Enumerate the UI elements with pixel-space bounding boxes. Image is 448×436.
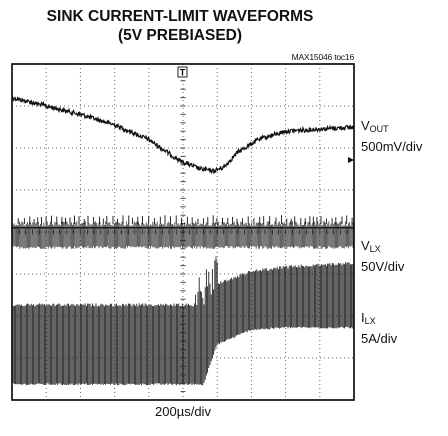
vout-name: V	[361, 118, 370, 133]
vlx-trace	[11, 221, 354, 249]
ilx-subscript: LX	[364, 316, 376, 326]
ilx-name: I	[361, 310, 365, 325]
channel-label-vlx: VLX 50V/div	[361, 237, 404, 275]
chart-title-line2: (5V PREBIASED)	[117, 27, 243, 44]
plot-frame	[11, 63, 355, 401]
vout-trace	[11, 94, 355, 175]
vout-scale: 500mV/div	[361, 139, 423, 154]
vlx-name: V	[361, 238, 370, 253]
plot-traces	[11, 94, 355, 386]
trigger-marker-label: T	[180, 68, 186, 78]
figure-id: MAX15046 toc16	[291, 52, 355, 62]
channel-label-ilx: ILX 5A/div	[361, 309, 397, 347]
x-axis-label: 200µs/div	[155, 404, 211, 419]
chart-title-line1: SINK CURRENT-LIMIT WAVEFORMS	[46, 8, 314, 25]
trigger-marker: T	[177, 66, 354, 163]
channel-label-vout: VOUT 500mV/div	[361, 117, 422, 155]
ilx-scale: 5A/div	[361, 331, 398, 346]
vout-subscript: OUT	[369, 124, 389, 134]
vlx-scale: 50V/div	[361, 259, 405, 274]
vlx-spikes	[11, 215, 353, 225]
trigger-marker-box	[177, 66, 188, 78]
vlx-subscript: LX	[369, 244, 381, 254]
vout-level-arrow	[348, 157, 354, 163]
